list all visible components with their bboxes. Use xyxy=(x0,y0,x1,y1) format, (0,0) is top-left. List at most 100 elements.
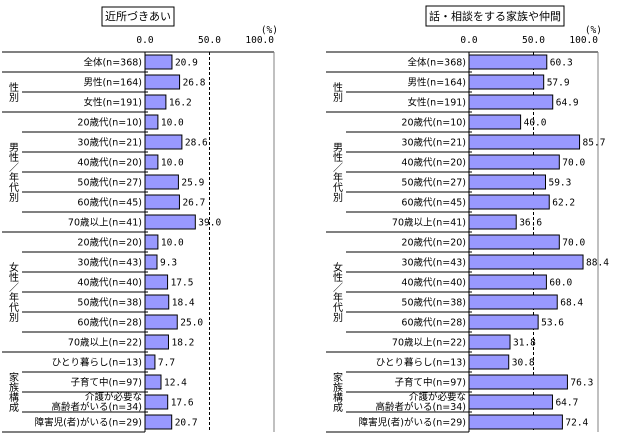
data-label: 18.4 xyxy=(172,298,195,309)
row-label: 男性(n=164) xyxy=(83,77,142,89)
bar xyxy=(468,94,554,110)
data-label: 88.4 xyxy=(586,258,609,269)
bar xyxy=(468,294,558,310)
row-label: 40歳代(n=20) xyxy=(401,157,466,169)
row-label: 50歳代(n=27) xyxy=(401,177,466,189)
data-label: 16.2 xyxy=(169,98,192,109)
row-label: 障害児(者)がいる(n=29) xyxy=(359,417,466,429)
data-label: 28.6 xyxy=(185,138,208,149)
row-label: 70歳以上(n=41) xyxy=(392,217,466,229)
row-label: ひとり暮らし(n=13) xyxy=(376,357,466,369)
bar xyxy=(144,294,170,310)
data-label: 17.5 xyxy=(171,278,194,289)
bar xyxy=(468,374,568,390)
bar xyxy=(144,174,179,190)
group-label: 家族構成 xyxy=(7,371,19,413)
bar xyxy=(144,194,180,210)
data-label: 25.9 xyxy=(181,178,204,189)
bar xyxy=(144,254,158,270)
bar xyxy=(144,314,178,330)
bar xyxy=(468,194,550,210)
data-label: 60.3 xyxy=(550,58,573,69)
x-tick-label: 50.0 xyxy=(198,35,221,46)
data-label: 26.7 xyxy=(182,198,205,209)
row-label: 40歳代(n=40) xyxy=(77,277,142,289)
x-tick-label: 0.0 xyxy=(460,35,477,46)
data-label: 17.6 xyxy=(171,398,194,409)
bar xyxy=(468,414,563,430)
data-label: 36.6 xyxy=(519,218,542,229)
group-label: 男性／年代別 xyxy=(331,142,343,203)
data-label: 10.0 xyxy=(161,158,184,169)
data-label: 26.8 xyxy=(183,78,206,89)
group-label: 性別 xyxy=(331,81,343,103)
bar xyxy=(144,214,196,230)
row-label: 40歳代(n=20) xyxy=(77,157,142,169)
bar xyxy=(468,354,510,370)
data-label: 60.0 xyxy=(549,278,572,289)
bar xyxy=(468,174,546,190)
row-label: 20歳代(n=10) xyxy=(401,117,466,129)
row-label: 70歳以上(n=22) xyxy=(68,337,142,349)
data-label: 10.0 xyxy=(161,238,184,249)
data-label: 7.7 xyxy=(158,358,175,369)
data-label: 40.0 xyxy=(524,118,547,129)
data-label: 53.6 xyxy=(541,318,564,329)
bar xyxy=(468,54,548,70)
row-label: 男性(n=164) xyxy=(407,77,466,89)
bar xyxy=(144,374,162,390)
group-label: 女性／年代別 xyxy=(331,261,343,323)
bar xyxy=(468,394,553,410)
row-label: 30歳代(n=43) xyxy=(77,257,142,269)
data-label: 20.9 xyxy=(175,58,198,69)
bar xyxy=(144,114,159,130)
row-label: 50歳代(n=27) xyxy=(77,177,142,189)
data-label: 30.8 xyxy=(512,358,535,369)
row-label: 30歳代(n=43) xyxy=(401,257,466,269)
data-label: 25.0 xyxy=(180,318,203,329)
row-label: 障害児(者)がいる(n=29) xyxy=(35,417,142,429)
data-label: 12.4 xyxy=(164,378,187,389)
bar xyxy=(144,154,159,170)
bar xyxy=(144,354,156,370)
row-label: 70歳以上(n=22) xyxy=(392,337,466,349)
data-label: 9.3 xyxy=(160,258,177,269)
row-label: 50歳代(n=38) xyxy=(77,297,142,309)
row-label: 60歳代(n=28) xyxy=(77,317,142,329)
chart-title: 近所づきあい xyxy=(105,10,171,23)
data-label: 70.0 xyxy=(562,238,585,249)
bar xyxy=(144,74,181,90)
group-label: 女性／年代別 xyxy=(7,261,19,323)
bar xyxy=(468,214,517,230)
data-label: 57.9 xyxy=(547,78,570,89)
row-label: 50歳代(n=38) xyxy=(401,297,466,309)
data-label: 31.8 xyxy=(513,338,536,349)
bar xyxy=(468,254,584,270)
bar xyxy=(144,274,169,290)
bar xyxy=(468,74,545,90)
data-label: 10.0 xyxy=(161,118,184,129)
unit-label: (%) xyxy=(261,25,278,36)
row-label: 60歳代(n=45) xyxy=(401,197,466,209)
unit-label: (%) xyxy=(585,25,602,36)
bar xyxy=(468,274,547,290)
row-label: 70歳以上(n=41) xyxy=(68,217,142,229)
bar xyxy=(468,134,581,150)
data-label: 70.0 xyxy=(562,158,585,169)
row-label: 介護が必要な高齢者がいる(n=34) xyxy=(376,391,466,413)
x-tick-label: 100.0 xyxy=(245,35,274,46)
row-label: 子育て中(n=97) xyxy=(395,377,466,389)
bar xyxy=(144,334,169,350)
row-label: 女性(n=191) xyxy=(407,97,466,109)
row-label: 女性(n=191) xyxy=(83,97,142,109)
row-label: 介護が必要な高齢者がいる(n=34) xyxy=(52,391,142,413)
chart-2: 話・相談をする家族や仲間 0.0 50.0 100.0(%) 性別男性／年代別女性／年代… xyxy=(326,5,609,433)
data-label: 39.0 xyxy=(198,218,221,229)
bar xyxy=(144,234,159,250)
bar xyxy=(144,94,167,110)
group-label: 男性／年代別 xyxy=(7,142,19,203)
row-label: 20歳代(n=10) xyxy=(77,117,142,129)
chart-title-box xyxy=(425,5,565,27)
row-label: 20歳代(n=20) xyxy=(77,237,142,249)
